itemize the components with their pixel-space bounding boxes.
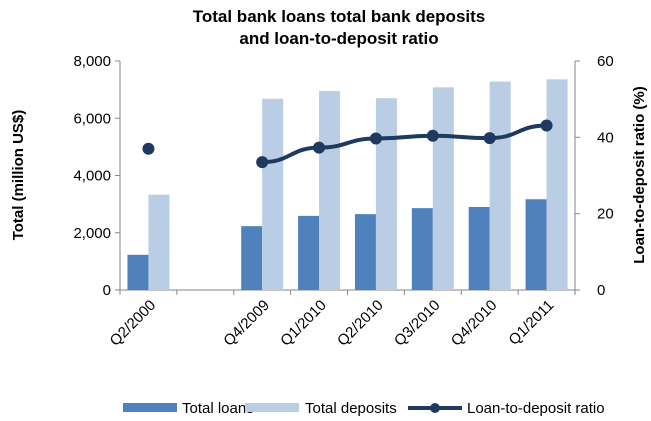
bar-total-loans: [127, 254, 149, 290]
y2-tick-label: 0: [597, 282, 605, 299]
y2-tick-label: 20: [597, 206, 614, 223]
bar-total-deposits: [319, 91, 341, 291]
y-tick-label: 6,000: [73, 110, 111, 127]
bar-total-deposits: [375, 98, 397, 291]
ratio-point: [483, 132, 496, 145]
y-tick-label: 0: [103, 282, 111, 299]
y-tick-label: 4,000: [73, 168, 111, 185]
y-tick-label: 8,000: [73, 53, 111, 70]
bar-total-loans: [411, 208, 433, 290]
ratio-point: [256, 156, 269, 169]
bar-total-deposits: [262, 98, 284, 290]
y2-tick-label: 40: [597, 129, 614, 146]
ratio-point: [540, 119, 553, 132]
bar-total-deposits: [432, 87, 454, 291]
x-tick-label: Q1/2011: [505, 297, 557, 349]
x-tick-label: Q1/2010: [277, 297, 330, 350]
chart-subtitle: and loan-to-deposit ratio: [239, 29, 438, 48]
ratio-point: [426, 129, 439, 142]
y2-tick-label: 60: [597, 53, 614, 70]
y-axis-title: Total (million US$): [10, 110, 27, 241]
legend: Total loans Total deposits Loan-to-deposit…: [123, 400, 605, 417]
bar-total-deposits: [489, 81, 511, 290]
bar-total-loans: [354, 214, 376, 290]
legend-label-total-deposits: Total deposits: [305, 400, 397, 417]
bar-total-loans: [468, 206, 490, 290]
chart-title: Total bank loans total bank deposits: [193, 7, 486, 26]
x-tick-label: Q4/2010: [448, 297, 501, 350]
bar-total-loans: [525, 199, 547, 290]
bar-total-loans: [298, 215, 320, 290]
x-tick-label: Q2/2000: [107, 297, 160, 350]
x-tick-label: Q2/2010: [334, 297, 387, 350]
legend-marker-ratio: [430, 403, 440, 413]
legend-swatch-total-deposits: [245, 403, 299, 412]
ratio-point: [313, 141, 326, 154]
x-tick-label: Q4/2009: [220, 297, 273, 350]
ratio-line: [262, 123, 547, 165]
y2-axis-title: Loan-to-deposit ratio (%): [631, 86, 648, 263]
legend-label-total-loans: Total loans: [182, 400, 254, 417]
bar-total-deposits: [546, 79, 568, 290]
legend-label-ratio: Loan-to-deposit ratio: [467, 400, 605, 417]
x-tick-label: Q3/2010: [391, 297, 444, 350]
bar-total-deposits: [148, 194, 170, 290]
ratio-point: [369, 132, 382, 145]
bar-total-loans: [241, 226, 263, 290]
ratio-point: [142, 142, 155, 155]
plot-area: 0 2,000 4,000 6,000 8,000 0 20 40 60 Q2/2000 Q4/20…: [73, 53, 613, 350]
y-tick-label: 2,000: [73, 225, 111, 242]
legend-swatch-total-loans: [123, 403, 177, 412]
